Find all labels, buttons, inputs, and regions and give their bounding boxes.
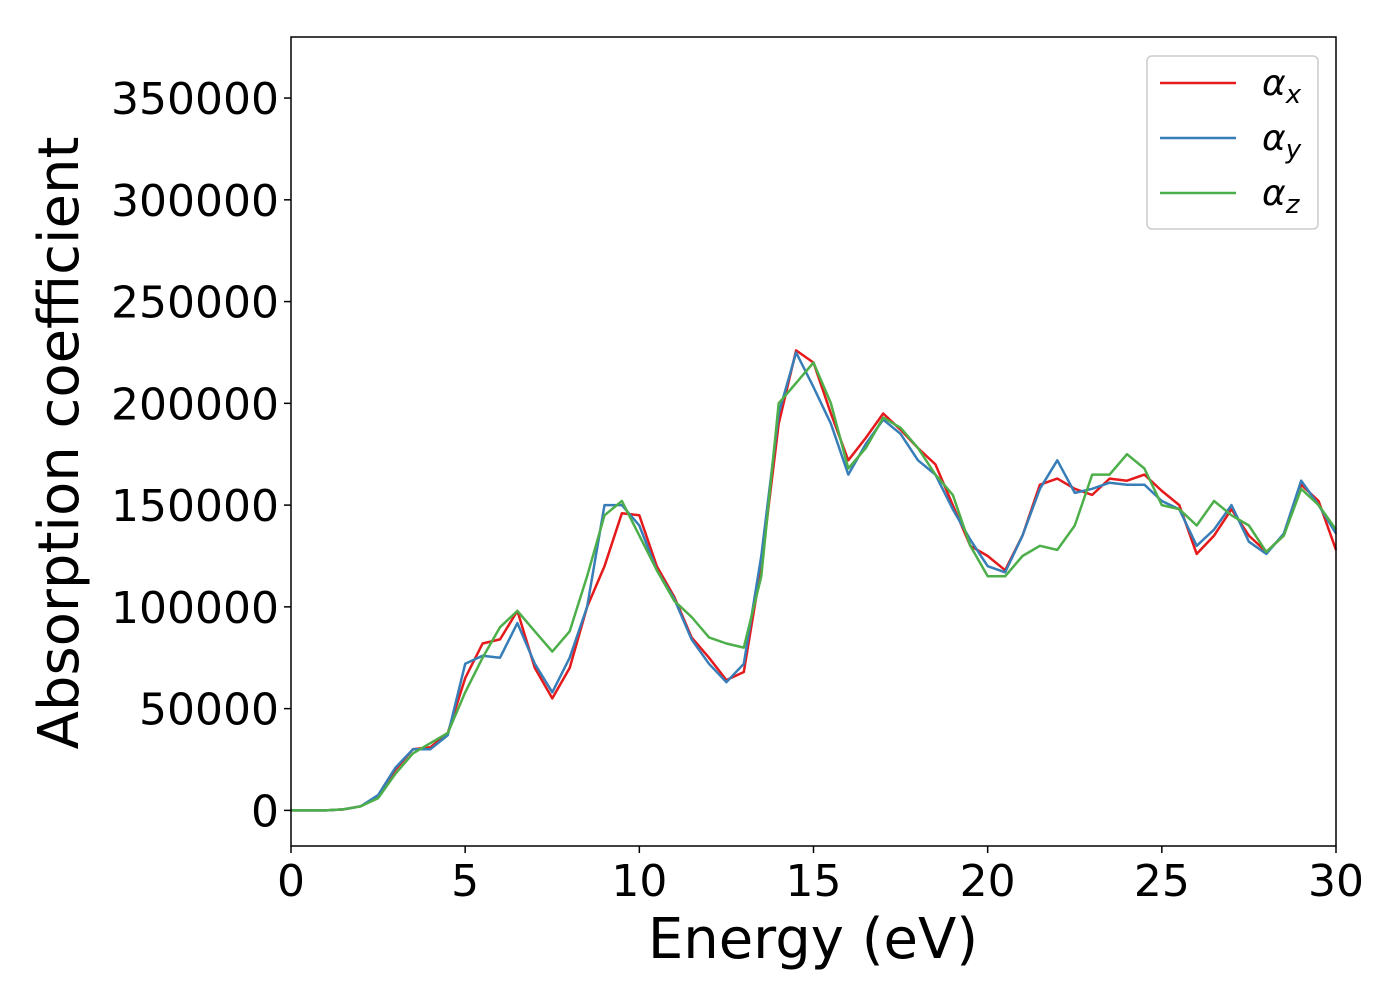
y-tick-label: 0 [251, 786, 279, 837]
line-series [291, 351, 1338, 812]
x-tick-label: 10 [611, 856, 667, 907]
x-tick-label: 0 [277, 856, 305, 907]
legend-box [1146, 55, 1319, 230]
line-series [291, 349, 1338, 812]
y-tick-label: 250000 [111, 278, 279, 329]
y-tick-label: 150000 [111, 481, 279, 532]
plot-frame [290, 36, 1337, 847]
x-tick-label: 15 [786, 856, 842, 907]
y-axis-label: Absorption coefficient [27, 137, 92, 750]
y-tick-label: 350000 [111, 74, 279, 125]
y-tick-label: 100000 [111, 583, 279, 634]
legend-label: αy [1262, 118, 1302, 165]
x-axis-label: Energy (eV) [648, 907, 978, 972]
x-tick-label: 5 [451, 856, 479, 907]
legend-label: αz [1262, 173, 1301, 220]
y-tick-label: 200000 [111, 379, 279, 430]
x-tick-label: 25 [1134, 856, 1190, 907]
line-series [291, 361, 1338, 812]
legend-label: αx [1262, 63, 1302, 110]
x-tick-label: 20 [960, 856, 1016, 907]
x-tick-label: 30 [1308, 856, 1364, 907]
y-tick-label: 50000 [139, 685, 279, 736]
y-tick-label: 300000 [111, 176, 279, 227]
